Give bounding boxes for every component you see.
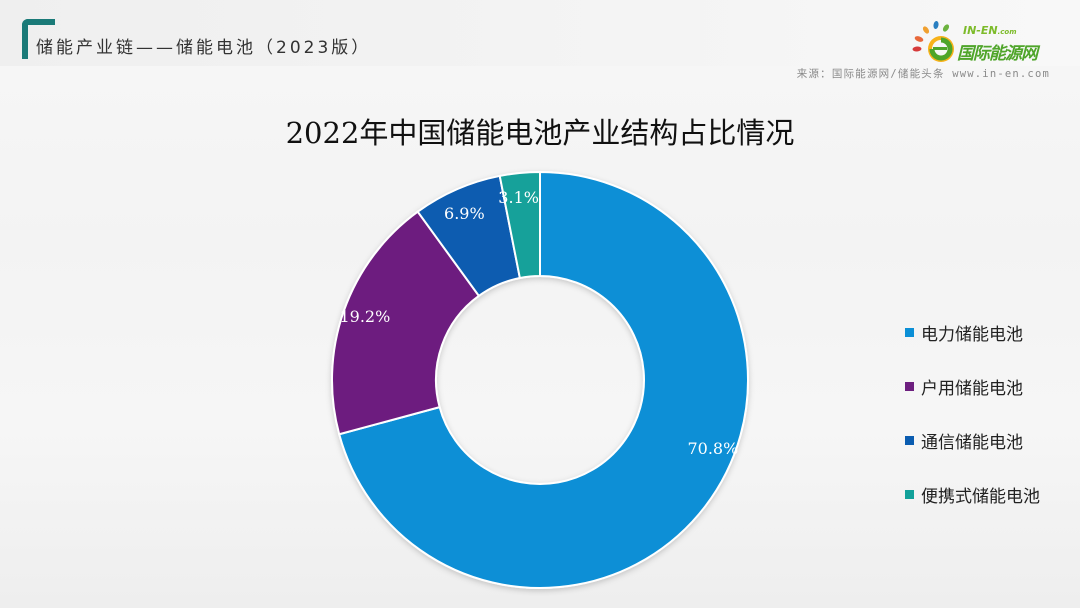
legend-swatch-icon [905, 489, 914, 499]
chart-title: 2022年中国储能电池产业结构占比情况 [285, 116, 795, 150]
legend-label: 电力储能电池 [921, 324, 1023, 345]
legend-label: 便携式储能电池 [921, 486, 1040, 507]
slice-household [331, 210, 481, 436]
logo-cn-text: 国际能源网 [957, 44, 1038, 64]
header-band [0, 0, 1080, 66]
legend-item-power: 电力储能电池 [905, 305, 1040, 359]
sun-leaf-logo-icon [912, 21, 954, 62]
legend-item-telecom: 通信储能电池 [905, 413, 1040, 467]
slice-portable [498, 170, 541, 280]
legend-label: 通信储能电池 [921, 432, 1023, 453]
slice-label: 3.1% [498, 187, 539, 207]
source-note: 来源：国际能源网/储能头条 www.in-en.com [796, 68, 1050, 80]
legend-item-household: 户用储能电池 [905, 359, 1040, 413]
header-accent-bracket [22, 19, 55, 59]
header-title: 储能产业链——储能电池（2023版） [36, 38, 372, 58]
legend-swatch-icon [905, 381, 914, 391]
logo-en-text: IN-EN.com [963, 24, 1017, 37]
slice-label: 6.9% [444, 204, 485, 224]
legend-item-portable: 便携式储能电池 [905, 467, 1040, 521]
in-en-logo: IN-EN.com 国际能源网 [905, 18, 1055, 66]
slice-label: 70.8% [687, 438, 739, 458]
slice-label: 19.2% [339, 306, 391, 326]
legend-swatch-icon [905, 435, 914, 445]
legend-swatch-icon [905, 327, 914, 337]
legend-label: 户用储能电池 [921, 378, 1023, 399]
legend: 电力储能电池 户用储能电池 通信储能电池 便携式储能电池 [905, 305, 1040, 521]
slice-power [337, 170, 749, 589]
